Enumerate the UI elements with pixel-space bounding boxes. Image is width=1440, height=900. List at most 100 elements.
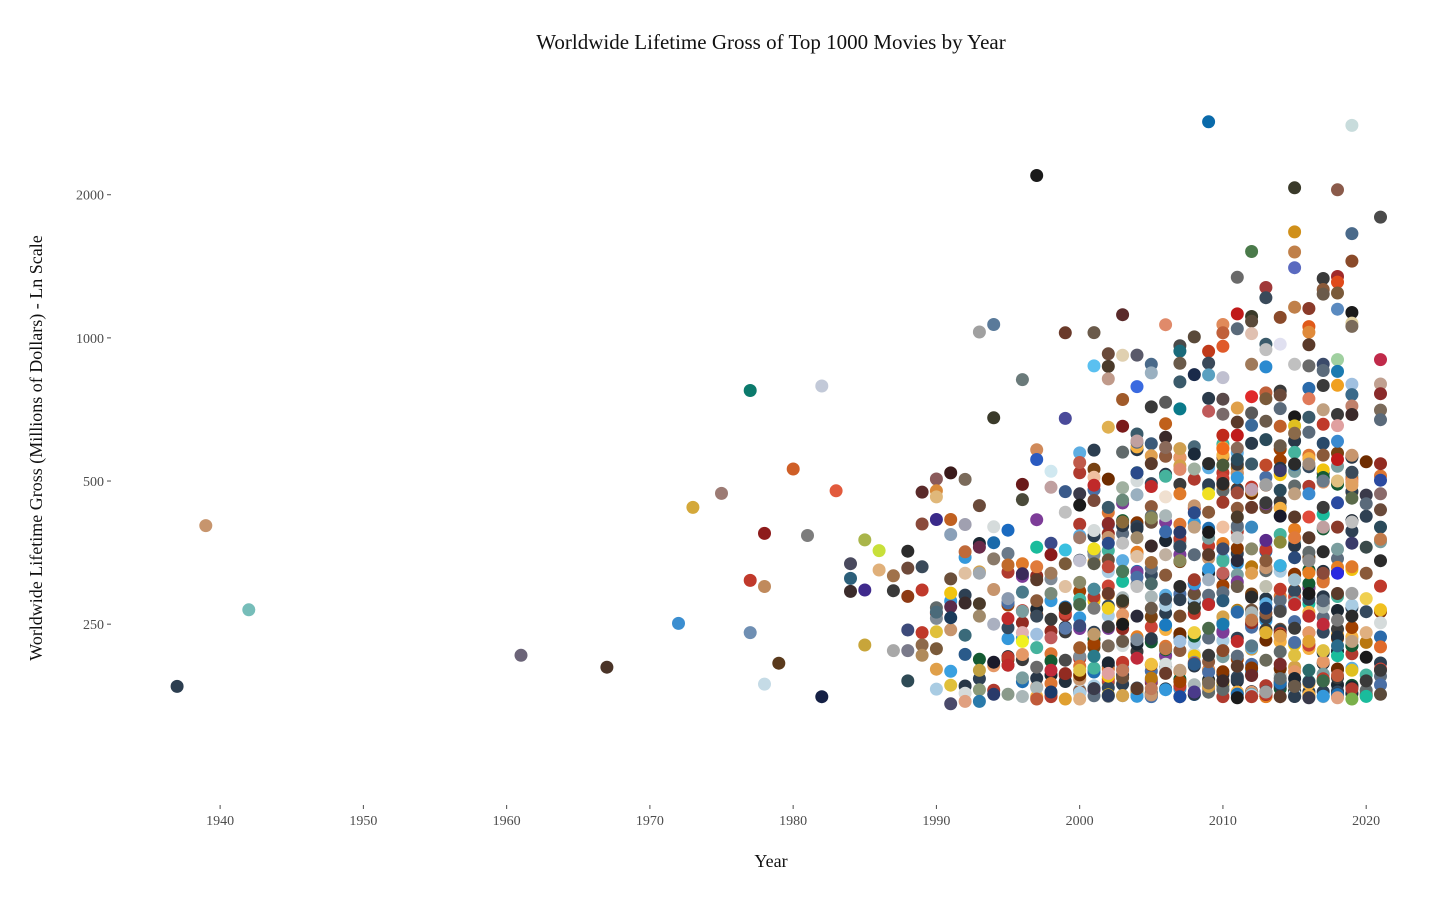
data-point	[1259, 653, 1273, 667]
data-point	[1130, 348, 1144, 362]
data-point	[1144, 657, 1158, 671]
data-point	[1345, 609, 1359, 623]
data-point	[1288, 690, 1302, 703]
data-point	[1374, 640, 1387, 654]
data-point	[1288, 300, 1302, 314]
x-tick-label: 2010	[1209, 814, 1237, 829]
data-point	[1245, 669, 1259, 682]
data-point	[758, 580, 771, 593]
data-point	[1116, 594, 1130, 608]
data-point	[1187, 685, 1201, 699]
data-point	[1202, 525, 1216, 539]
x-tick-label: 2020	[1352, 814, 1380, 829]
data-point	[1116, 493, 1130, 507]
data-points	[170, 115, 1387, 711]
data-point	[1101, 587, 1115, 600]
data-point	[1159, 469, 1173, 483]
data-point	[1259, 580, 1273, 593]
data-point	[1187, 462, 1201, 476]
data-point	[1187, 330, 1201, 344]
data-point	[758, 677, 771, 691]
data-point	[1302, 457, 1316, 471]
data-point	[1216, 371, 1230, 385]
data-point	[1173, 593, 1187, 607]
data-point	[1288, 531, 1302, 545]
data-point	[1101, 420, 1115, 434]
data-point	[1331, 542, 1344, 556]
data-point	[1288, 261, 1302, 275]
data-point	[1015, 648, 1029, 661]
data-point	[1073, 641, 1087, 655]
data-point	[958, 647, 972, 661]
data-point	[1058, 505, 1072, 519]
data-point	[1288, 457, 1302, 471]
x-tick-label: 1980	[779, 814, 807, 829]
data-point	[1087, 627, 1101, 641]
data-point	[1101, 601, 1115, 615]
data-point	[1173, 462, 1187, 476]
data-point	[1159, 568, 1173, 582]
x-axis-label: Year	[754, 851, 787, 871]
data-point	[1159, 592, 1173, 606]
data-point	[1259, 496, 1273, 510]
data-point	[1216, 520, 1230, 534]
data-point	[1216, 458, 1230, 472]
data-point	[1030, 540, 1044, 554]
data-point	[915, 560, 929, 574]
data-point	[1001, 687, 1015, 701]
data-point	[1116, 515, 1130, 529]
data-point	[944, 466, 958, 480]
data-point	[1015, 567, 1029, 581]
data-point	[1288, 573, 1302, 587]
data-point	[1359, 566, 1373, 580]
data-point	[1359, 635, 1373, 649]
data-point	[1374, 603, 1387, 617]
data-point	[1101, 656, 1115, 670]
data-point	[1044, 536, 1058, 550]
data-point	[672, 616, 685, 630]
data-point	[1130, 651, 1144, 665]
data-point	[1273, 690, 1287, 704]
data-point	[1073, 575, 1087, 589]
data-point	[1273, 464, 1287, 478]
data-point	[758, 526, 771, 540]
data-point	[1058, 692, 1072, 706]
data-point	[1116, 554, 1130, 568]
data-point	[1101, 620, 1115, 634]
data-point	[1259, 478, 1273, 492]
data-point	[1216, 442, 1230, 456]
x-tick-label: 1950	[349, 814, 377, 829]
data-point	[1245, 327, 1259, 341]
data-point	[1245, 500, 1259, 514]
data-point	[1001, 558, 1015, 572]
data-point	[972, 325, 986, 339]
data-point	[1302, 325, 1316, 339]
data-point	[1030, 453, 1044, 466]
data-point	[1345, 598, 1359, 612]
data-point	[715, 486, 728, 500]
data-point	[1302, 410, 1316, 424]
data-point	[1230, 541, 1244, 555]
data-point	[1230, 428, 1244, 442]
data-point	[872, 563, 886, 577]
x-tick-label: 1940	[206, 814, 234, 829]
data-point	[1202, 344, 1216, 358]
data-point	[1173, 402, 1187, 416]
data-point	[1144, 632, 1158, 646]
data-point	[1144, 671, 1158, 685]
data-point	[1144, 480, 1158, 493]
data-point	[772, 656, 786, 670]
data-point	[1230, 270, 1244, 284]
data-point	[1374, 630, 1387, 644]
data-point	[1259, 685, 1273, 699]
data-point	[1374, 520, 1387, 534]
data-point	[1345, 524, 1359, 538]
data-point	[1087, 359, 1101, 373]
data-point	[1159, 395, 1173, 409]
data-point	[1173, 525, 1187, 539]
data-point	[872, 544, 886, 558]
data-point	[972, 609, 986, 623]
data-point	[987, 318, 1001, 331]
data-point	[1230, 415, 1244, 429]
data-point	[1001, 523, 1015, 537]
